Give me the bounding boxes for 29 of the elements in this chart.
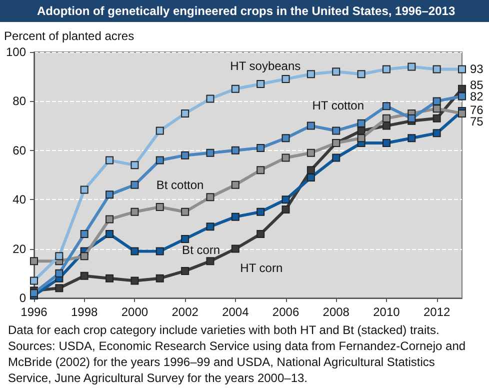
x-tick-label: 1998 bbox=[71, 305, 98, 319]
source-note: Sources: USDA, Economic Research Service using data from Fernandez-Cornejo and McBride (2002) for the years 1996–99 and USDA, National Agricultural Statistics Service, June Agricultural Survey for the years 2000–13. bbox=[8, 339, 469, 385]
y-tick-label: 100 bbox=[6, 45, 26, 59]
y-axis-title: Percent of planted acres bbox=[4, 29, 134, 43]
x-tick-label: 2008 bbox=[322, 305, 350, 319]
data-label: 76 bbox=[470, 103, 484, 118]
series-label: Bt corn bbox=[182, 242, 220, 257]
x-tick-label: 2000 bbox=[121, 305, 148, 319]
series-label: HT corn bbox=[240, 260, 283, 275]
series-label: Bt cotton bbox=[156, 178, 204, 192]
data-label: 75 bbox=[470, 114, 484, 128]
y-tick-label: 0 bbox=[19, 291, 26, 305]
x-tick-label: 2002 bbox=[172, 305, 199, 319]
y-tick-label: 80 bbox=[12, 94, 26, 108]
x-tick-label: 2010 bbox=[373, 305, 400, 319]
y-tick-label: 40 bbox=[12, 192, 26, 207]
x-tick-label: 2006 bbox=[272, 305, 300, 319]
x-tick-label: 2004 bbox=[222, 305, 250, 319]
data-label: 93 bbox=[470, 62, 484, 76]
y-tick-label: 60 bbox=[12, 143, 26, 158]
x-tick-label: 2012 bbox=[423, 305, 450, 319]
series-label: HT cotton bbox=[312, 98, 364, 113]
data-label: 85 bbox=[470, 78, 484, 92]
x-tick-label: 1996 bbox=[20, 305, 48, 319]
data-label: 82 bbox=[470, 89, 484, 104]
y-tick-label: 20 bbox=[12, 242, 26, 256]
series-label: HT soybeans bbox=[230, 58, 301, 73]
chart-title: Adoption of genetically engineered crops in the United States, 1996–2013 bbox=[37, 4, 456, 18]
text: Data for each crop category include varieties with both HT and Bt (stacked) traits. bbox=[8, 323, 440, 337]
